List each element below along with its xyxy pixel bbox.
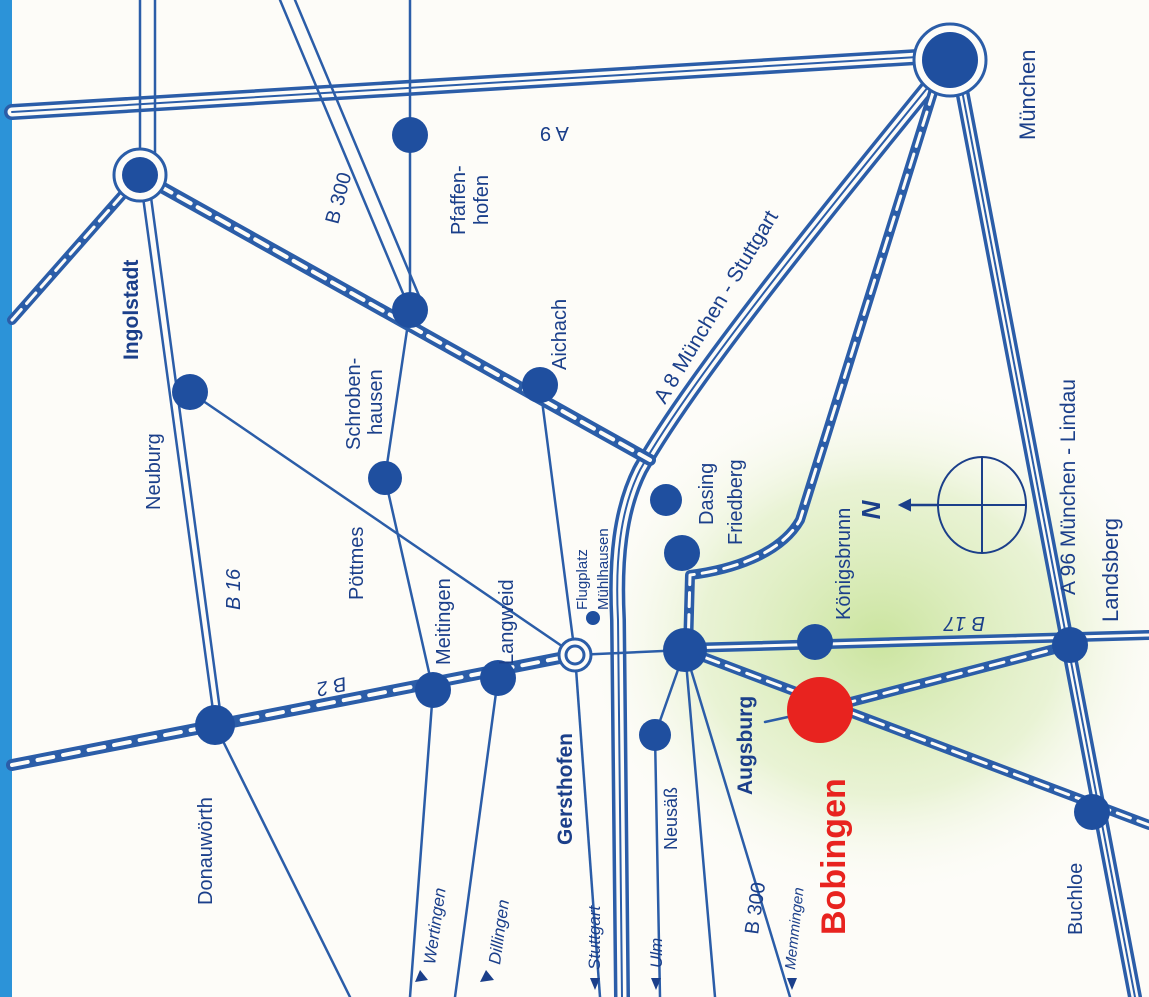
label-meitingen: Meitingen bbox=[433, 578, 455, 665]
highway-a8 bbox=[609, 52, 958, 997]
label-wertingen: Wertingen bbox=[420, 886, 450, 965]
label-landsberg: Landsberg bbox=[1098, 518, 1123, 622]
label-schrobenhausen-1: Schroben- bbox=[343, 358, 365, 450]
city-dot-langweid bbox=[480, 660, 516, 696]
city-dot-meitingen bbox=[415, 672, 451, 708]
city-dot-aichach bbox=[522, 367, 558, 403]
city-dot-koenigsbrunn bbox=[797, 624, 833, 660]
label-dillingen: Dillingen bbox=[485, 898, 513, 965]
railway-augsburg-buchloe bbox=[680, 645, 1149, 830]
label-muenchen: München bbox=[1015, 49, 1040, 140]
label-flugplatz-1: Flugplatz bbox=[574, 549, 591, 610]
highway-a96 bbox=[953, 73, 1142, 997]
arrow-ulm bbox=[651, 978, 661, 990]
label-neusaess: Neusäß bbox=[661, 787, 681, 850]
junction-muenchen bbox=[912, 22, 988, 98]
label-dasing: Dasing bbox=[696, 463, 718, 525]
compass bbox=[897, 456, 1027, 554]
city-dots bbox=[172, 117, 1110, 830]
label-buchloe: Buchloe bbox=[1065, 863, 1087, 935]
label-a8: A 8 München - Stuttgart bbox=[650, 206, 783, 407]
city-dot-neusaess bbox=[639, 719, 671, 751]
label-ulm: Ulm bbox=[647, 938, 666, 968]
label-bobingen: Bobingen bbox=[815, 778, 853, 935]
arrow-wertingen bbox=[415, 970, 428, 982]
label-gersthofen: Gersthofen bbox=[554, 733, 577, 845]
railway-muenchen-augsburg bbox=[683, 65, 945, 655]
label-pfaffenhofen-2: hofen bbox=[471, 175, 493, 225]
label-memmingen: Memmingen bbox=[782, 887, 808, 971]
city-dot-bobingen bbox=[787, 677, 853, 743]
city-dot-flugplatz bbox=[586, 611, 600, 625]
city-dot-augsburg bbox=[663, 628, 707, 672]
junction-gersthofen bbox=[557, 637, 593, 673]
label-b300-bottom: B 300 bbox=[741, 881, 770, 936]
city-dot-neuburg bbox=[172, 374, 208, 410]
label-a96: A 96 München - Lindau bbox=[1057, 379, 1080, 595]
label-augsburg: Augsburg bbox=[734, 696, 757, 795]
label-b300-top: B 300 bbox=[322, 170, 357, 226]
label-flugplatz-2: Mühlhausen bbox=[595, 528, 612, 610]
compass-north-label: N bbox=[856, 499, 886, 519]
label-b2: B 2 bbox=[315, 672, 349, 700]
city-dot-dasing bbox=[650, 484, 682, 516]
city-dot-schrobenhausen bbox=[392, 292, 428, 328]
label-a9: A 9 bbox=[540, 122, 569, 144]
city-dot-friedberg bbox=[664, 535, 700, 571]
label-koenigsbrunn: Königsbrunn bbox=[833, 508, 855, 620]
label-langweid: Langweid bbox=[496, 579, 518, 665]
label-neuburg: Neuburg bbox=[143, 433, 165, 510]
arrow-stuttgart bbox=[590, 978, 600, 990]
city-dot-landsberg bbox=[1052, 627, 1088, 663]
label-pfaffenhofen-1: Pfaffen- bbox=[448, 165, 470, 235]
label-friedberg: Friedberg bbox=[725, 459, 747, 545]
label-aichach: Aichach bbox=[549, 299, 571, 370]
road-bobingen-landsberg bbox=[815, 640, 1075, 715]
label-b16: B 16 bbox=[223, 568, 245, 610]
arrow-memmingen bbox=[787, 978, 797, 990]
label-poettmes: Pöttmes bbox=[346, 527, 368, 600]
arrow-dillingen bbox=[480, 970, 494, 982]
city-dot-donauwoerth bbox=[195, 705, 235, 745]
label-ingolstadt: Ingolstadt bbox=[120, 260, 143, 360]
thin-roads bbox=[138, 0, 822, 997]
label-donauwoerth: Donauwörth bbox=[195, 797, 217, 905]
highway-a9 bbox=[4, 47, 958, 120]
label-stuttgart: Stuttgart bbox=[585, 904, 604, 970]
label-schrobenhausen-2: hausen bbox=[365, 369, 387, 435]
blue-edge-bar bbox=[0, 0, 12, 997]
label-b17: B 17 bbox=[943, 612, 985, 634]
city-dot-buchloe bbox=[1074, 794, 1110, 830]
city-dot-poettmes bbox=[368, 461, 402, 495]
city-dot-pfaffenhofen bbox=[392, 117, 428, 153]
junction-ingolstadt bbox=[112, 147, 168, 203]
